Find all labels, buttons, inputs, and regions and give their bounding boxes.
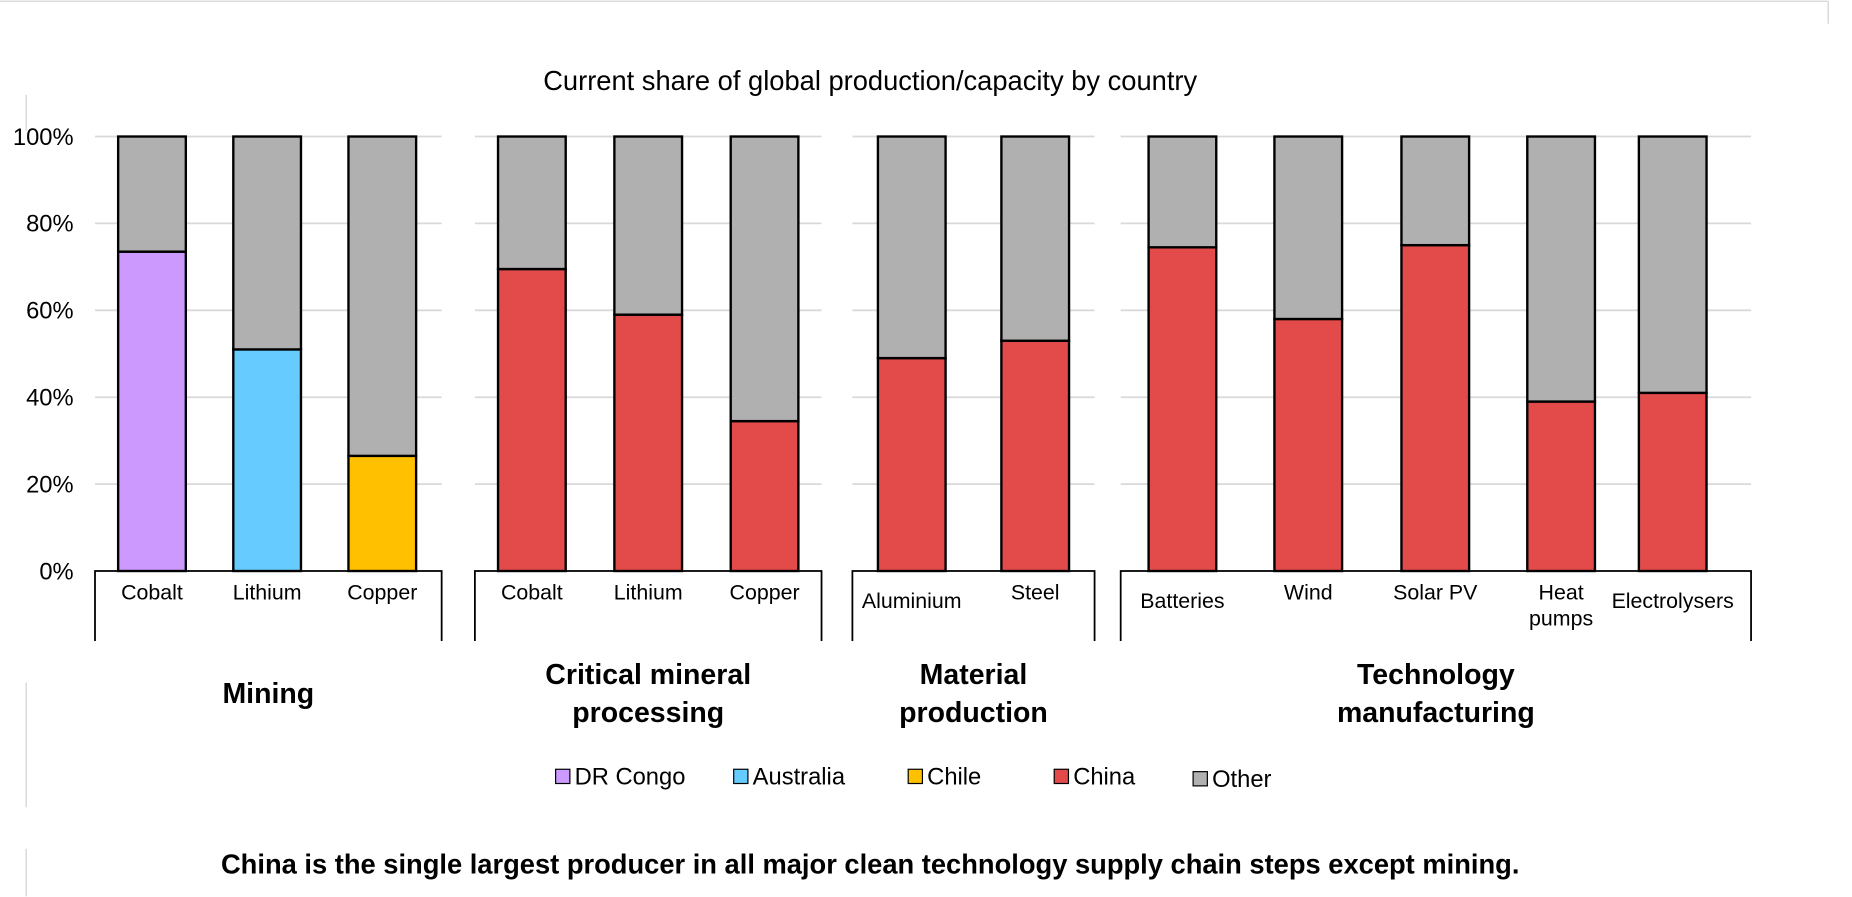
x-tick-label: Batteries [1140, 589, 1224, 613]
group-label: Critical mineral processing [545, 659, 751, 729]
x-tick-label: Wind [1284, 581, 1333, 605]
bar-segment [1526, 135, 1597, 403]
x-tick-label: Lithium [233, 581, 302, 605]
x-tick-label: Heat pumps [1529, 581, 1593, 631]
group-label: Technology manufacturing [1337, 659, 1535, 729]
bar-segment [1273, 317, 1344, 573]
bar-segment [1000, 339, 1071, 573]
bar-segment [729, 135, 800, 423]
group-bracket [851, 570, 1096, 642]
bar-segment [876, 356, 947, 573]
bar-segment [613, 313, 684, 573]
legend-swatch [907, 768, 924, 785]
bar-segment [613, 135, 684, 316]
y-tick-label: 40% [26, 386, 74, 412]
group-label: Mining [222, 678, 314, 710]
bar-segment [1147, 135, 1218, 249]
legend-swatch [555, 768, 571, 785]
x-tick-label: Electrolysers [1612, 589, 1734, 613]
legend-label: DR Congo [575, 765, 686, 791]
x-tick-label: Cobalt [501, 581, 563, 605]
footnote: China is the single largest producer in … [221, 849, 1519, 880]
x-tick-label: Copper [730, 581, 800, 605]
bar-segment [232, 135, 303, 351]
y-tick-label: 20% [26, 472, 74, 498]
legend-label: Australia [753, 765, 846, 791]
bar-segment [1400, 243, 1471, 573]
bar-segment [876, 135, 947, 360]
legend-swatch [733, 768, 749, 785]
x-tick-label: Cobalt [121, 581, 183, 605]
y-tick-label: 80% [26, 212, 74, 238]
bar-segment [347, 135, 418, 458]
bar-segment [729, 419, 800, 573]
x-tick-label: Steel [1011, 581, 1060, 605]
bar-segment [116, 250, 188, 573]
bar-segment [232, 348, 303, 573]
bar-segment [1526, 400, 1597, 573]
legend-swatch [1053, 768, 1070, 785]
bar-segment [1637, 135, 1708, 395]
bar-segment [496, 267, 567, 573]
bar-segment [1000, 135, 1071, 342]
y-tick-label: 100% [13, 125, 74, 151]
legend-label: Chile [927, 765, 981, 791]
y-tick-label: 60% [26, 299, 74, 325]
x-tick-label: Solar PV [1393, 581, 1478, 605]
y-tick-label: 0% [39, 559, 73, 585]
bar-segment [1147, 246, 1218, 573]
bar-segment [1400, 135, 1471, 247]
bar-segment [1637, 391, 1708, 573]
x-tick-label: Aluminium [862, 589, 962, 613]
subtitle: Current share of global production/capac… [543, 65, 1197, 96]
bar-segment [347, 454, 418, 573]
legend-label: Other [1212, 767, 1271, 793]
legend-label: China [1073, 765, 1136, 791]
bar-segment [116, 135, 188, 253]
group-label: Material production [899, 659, 1048, 729]
bar-segment [1273, 135, 1344, 321]
x-tick-label: Lithium [614, 581, 683, 605]
bar-segment [496, 135, 567, 271]
x-tick-label: Copper [347, 581, 417, 605]
legend-swatch [1192, 771, 1208, 787]
